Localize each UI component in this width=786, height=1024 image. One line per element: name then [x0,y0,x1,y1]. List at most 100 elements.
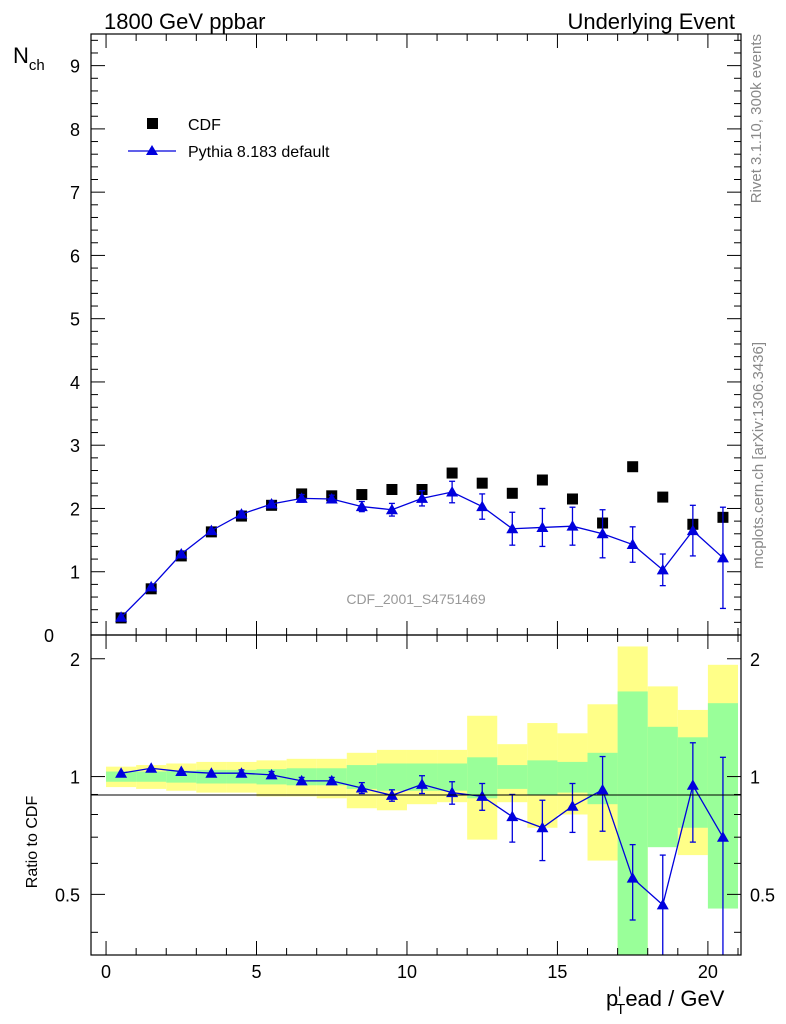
pythia-point [716,551,729,563]
legend-marker-cdf [147,118,158,129]
main-ytick-zero-label: 0 [44,626,54,646]
pythia-point [295,492,308,503]
ratio-bands [106,646,738,955]
ratio-pythia-point [145,762,158,773]
main-ylabel-main: N [13,43,29,68]
cdf-point [476,477,488,489]
pythia-point [145,580,158,592]
ratio-pythia-point [175,765,188,777]
ratio-pythia-point [235,767,248,778]
main-y-tick-label: 7 [70,183,80,203]
cdf-point [627,461,639,473]
ratio-pythia-point [115,767,128,778]
pythia-point [115,611,128,622]
x-tick-label: 5 [252,962,262,982]
ratio-pythia-point [686,779,699,790]
pythia-point [446,486,459,497]
pythia-point [175,548,188,559]
ratio-pythia-point [205,767,218,778]
pythia-point [416,492,429,503]
x-tick-label: 20 [698,962,718,982]
pythia-point [325,492,338,504]
ratio-pythia-point [325,774,338,786]
x-tick-label: 0 [101,962,111,982]
main-y-tick-label: 1 [70,563,80,583]
xlabel-p: p [606,986,618,1011]
title-left: 1800 GeV ppbar [104,9,265,34]
pythia-point [686,524,699,536]
main-ylabel: Nch [13,43,45,74]
side-label-rivet: Rivet 3.1.10, 300k events [748,34,765,203]
stat-band-bin [647,726,678,848]
ratio-y-tick-label-right: 0.5 [750,885,775,905]
ratio-y-tick-label-right: 2 [750,650,760,670]
cdf-point [446,467,458,479]
ratio-y-tick-label-left: 2 [70,650,80,670]
ratio-y-tick-label-right: 1 [750,768,760,788]
main-y-tick-label: 4 [70,373,80,393]
ratio-pythia-point [716,831,729,842]
pythia-point [385,503,398,515]
ratio-pythia-point [656,898,669,910]
legend-label-cdf: CDF [188,117,221,134]
ratio-xlabel: pl Tead / GeV [606,984,725,1018]
xlabel-sub: T [616,1001,625,1018]
main-y-tick-label: 9 [70,57,80,77]
main-y-tick-label: 2 [70,499,80,519]
title-right: Underlying Event [567,9,735,34]
pythia-point [205,524,218,536]
stat-band-bin [346,765,377,789]
cdf-point [356,489,368,501]
ratio-pythia-point [446,786,459,798]
ratio-pythia-point [626,872,639,883]
main-y-tick-label: 8 [70,120,80,140]
ratio-pythia-point [506,810,519,822]
ratio-pythia-point [416,778,429,789]
xlabel-sup: l [618,984,621,999]
ratio-pythia-point [265,768,278,780]
pythia-point [265,498,278,509]
main-y-tick-label: 6 [70,246,80,266]
stat-band-bin [376,763,407,791]
pythia-point [536,521,549,532]
ratio-pythia-point [355,781,368,793]
pythia-point [476,500,489,512]
xlabel-rest: ead / GeV [625,986,724,1011]
cdf-point [536,474,548,486]
ratio-pythia-point [566,800,579,811]
ratio-ylabel: Ratio to CDF [24,796,41,889]
stat-band-bin [136,771,167,782]
x-tick-label: 10 [397,962,417,982]
cdf-point [506,487,518,499]
cdf-point [416,483,428,495]
data-marks [115,461,729,955]
analysis-label: CDF_2001_S4751469 [346,591,486,607]
legend-label-pythia: Pythia 8.183 default [188,144,330,161]
cdf-point [566,493,578,505]
stat-band-bin [497,765,528,789]
axis-ticks: 0 5 10 15 20 1 2 3 4 5 6 7 8 9 0.5 0.5 1 1 2 2 [55,34,775,982]
pythia-point [566,520,579,531]
ratio-y-tick-label-left: 0.5 [55,885,80,905]
pythia-point [235,508,248,519]
pythia-point [656,563,669,575]
stat-band-bin [166,770,197,783]
side-label-mcplots: mcplots.cern.ch [arXiv:1306.3436] [750,342,767,569]
stat-band-bin [527,760,558,795]
x-tick-label: 15 [547,962,567,982]
ratio-pythia-point [596,783,609,795]
cdf-point [386,483,398,495]
ratio-pythia-point [536,821,549,833]
main-y-tick-label: 3 [70,436,80,456]
pythia-point [626,538,639,550]
ratio-y-tick-label-left: 1 [70,768,80,788]
pythia-point [506,522,519,534]
pythia-point [596,527,609,539]
legend-marker-pythia [146,145,158,155]
main-ylabel-sub: ch [29,57,45,74]
pythia-point [355,500,368,512]
ratio-pythia-point [295,774,308,786]
ratio-pythia-point [476,790,489,801]
cdf-point [657,491,669,503]
